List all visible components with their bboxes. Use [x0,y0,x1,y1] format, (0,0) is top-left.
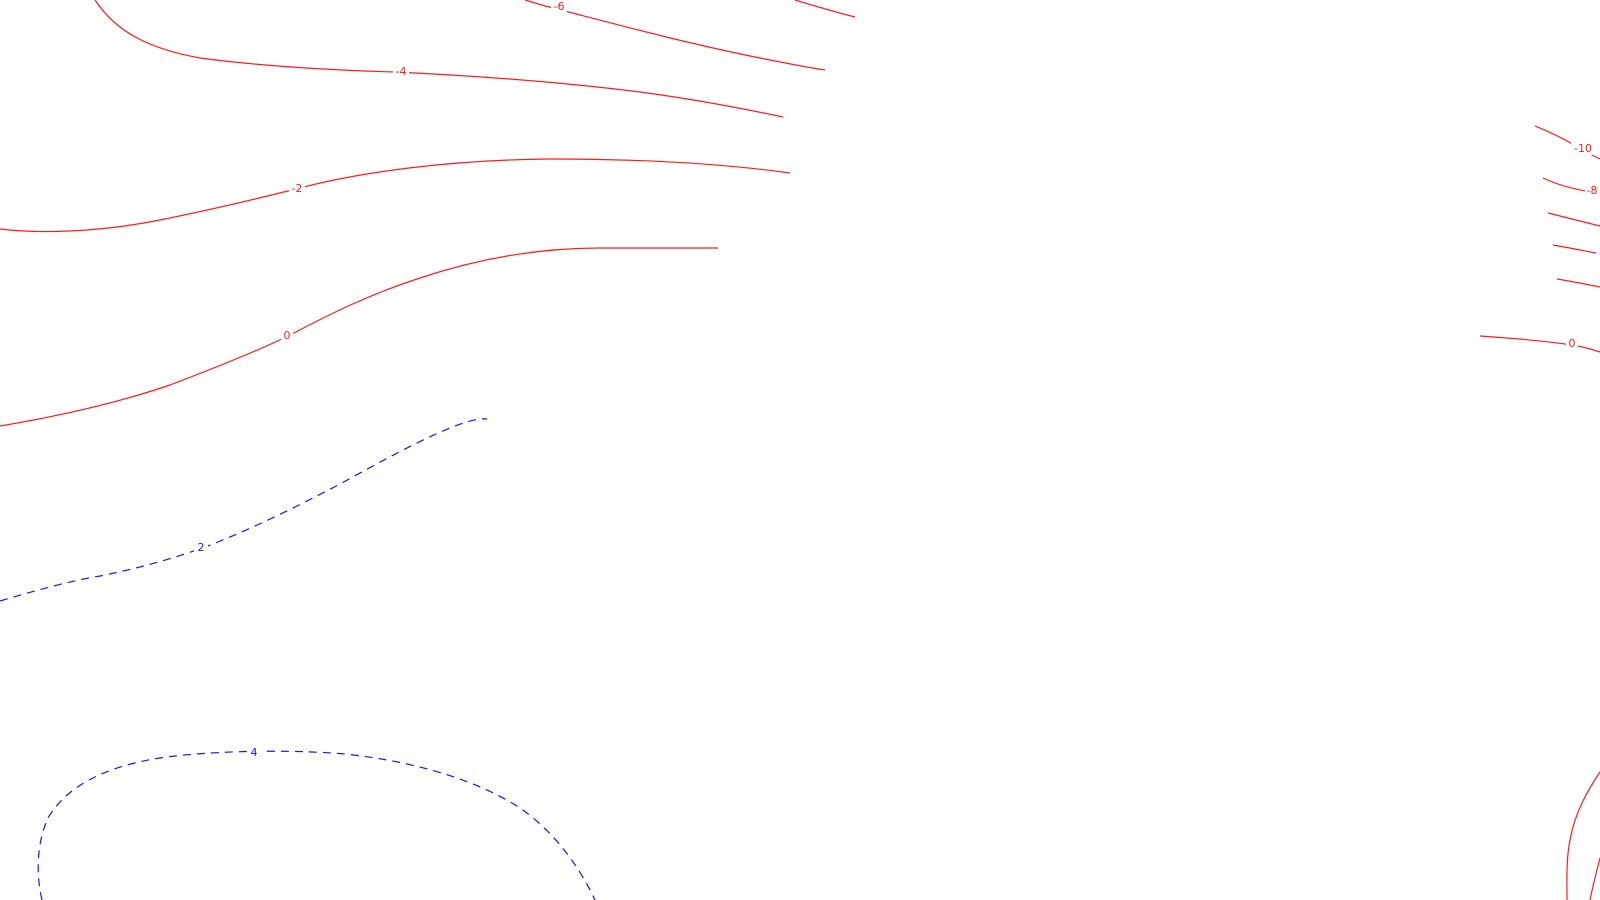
label-zero-right: 0 [1566,337,1578,350]
label-neg-4-text: -4 [396,65,407,78]
label-neg-8: -8 [1585,184,1600,197]
isoline-neg-8 [1542,177,1593,193]
label-neg-8-text: -8 [1587,184,1598,197]
isoline-zero-left [0,247,718,427]
isoline-neg-2 [0,158,791,233]
isoline-right-b [1552,244,1597,254]
isoline-pos-4 [37,750,596,900]
isoline-neg-4 [94,0,784,118]
label-neg-10: -10 [1571,142,1595,155]
isoline-zero-right [1479,335,1600,353]
label-pos-4-text: 4 [251,746,258,759]
isoline-right-c [1556,278,1600,288]
isoline-right-bottom-b [1589,857,1600,900]
label-zero-right-text: 0 [1569,337,1576,350]
label-neg-2-text: -2 [292,182,303,195]
label-neg-6: -6 [551,0,567,13]
isoline-right-bottom-a [1566,771,1600,900]
label-neg-4: -4 [393,65,409,78]
label-pos-4: 4 [247,746,261,759]
label-pos-2: 2 [194,541,208,554]
isoline-neg-6-top [794,0,856,18]
label-zero-left-text: 0 [284,329,291,342]
label-zero-left: 0 [281,329,293,342]
label-neg-10-text: -10 [1574,142,1592,155]
label-pos-2-text: 2 [198,541,205,554]
label-neg-6-text: -6 [554,0,565,13]
label-neg-2: -2 [289,182,305,195]
isoline-neg-6 [524,0,826,71]
isoline-pos-2 [0,418,488,602]
isoline-right-a [1547,212,1600,227]
